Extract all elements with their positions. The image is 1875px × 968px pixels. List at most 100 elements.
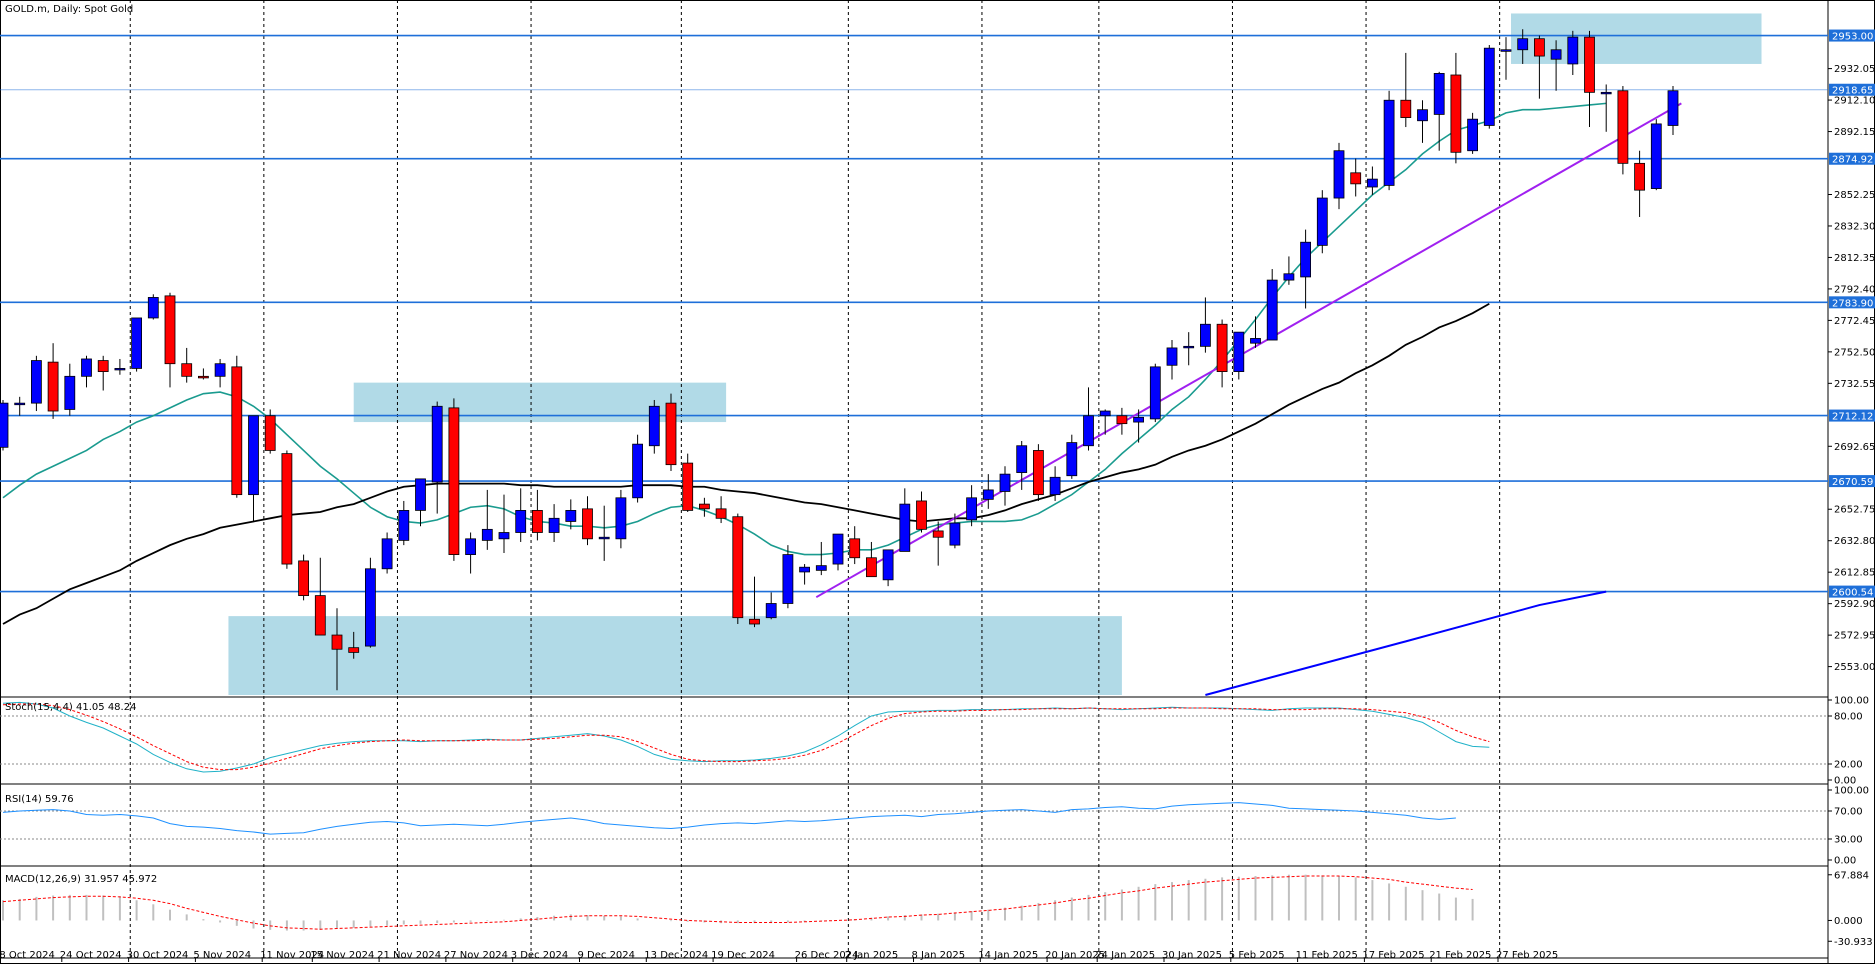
zone-rect-2: [228, 616, 1122, 695]
candle-73: [1216, 319, 1228, 388]
candle-49: [815, 541, 827, 576]
ma-slow-line: [1205, 590, 1607, 696]
price-tick-label-7: 2832.30: [1834, 221, 1875, 232]
level-tag-0: [1829, 29, 1875, 42]
level-label-0: 2953.00: [1832, 32, 1873, 43]
candle-body-64: [1066, 442, 1078, 477]
candle-body-88: [1467, 118, 1478, 152]
candle-63: [1049, 466, 1061, 501]
candle-36: [598, 505, 610, 561]
candle-body-78: [1300, 241, 1311, 278]
candle-84: [1400, 52, 1412, 128]
stoch-tick-label-3: 0.00: [1834, 776, 1856, 787]
candle-6: [97, 355, 109, 391]
candle-24: [398, 500, 410, 546]
candle-88: [1467, 112, 1478, 154]
candle-body-57: [949, 522, 961, 546]
candle-body-6: [97, 360, 109, 372]
candle-29: [481, 489, 493, 550]
time-label-3: 5 Nov 2024: [193, 950, 251, 961]
candle-body-71: [1183, 345, 1195, 349]
candle-44: [732, 513, 744, 625]
zone-rect-0: [1511, 13, 1762, 64]
time-axis-layer: 18 Oct 2024 24 Oct 2024 30 Oct 2024 5 Nov 2…: [0, 950, 1558, 962]
macd-tick-label-2: -30.933: [1834, 937, 1873, 948]
candle-42: [699, 497, 710, 517]
candle-body-27: [448, 407, 460, 555]
candle-body-1: [14, 402, 26, 406]
price-tick-label-12: 2752.50: [1834, 347, 1875, 358]
candle-body-25: [415, 478, 426, 511]
candle-9: [147, 294, 159, 320]
trendline: [815, 102, 1682, 599]
candle-11: [181, 347, 193, 383]
candle-body-18: [298, 560, 310, 597]
candle-19: [314, 557, 326, 636]
time-label-5: 15 Nov 2024: [310, 950, 374, 961]
candle-58: [966, 485, 977, 527]
candle-67: [1116, 407, 1128, 435]
candle-body-53: [882, 549, 894, 581]
candle-body-75: [1250, 338, 1261, 344]
price-tick-label-11: 2772.45: [1834, 316, 1875, 327]
candle-body-14: [231, 366, 243, 496]
price-tick-label-6: 2852.25: [1834, 190, 1875, 201]
price-tick-label-8: 2812.35: [1834, 253, 1875, 264]
candle-72: [1200, 297, 1211, 353]
candle-18: [298, 554, 310, 601]
candle-14: [231, 355, 243, 498]
candle-body-16: [264, 415, 276, 451]
candle-64: [1066, 434, 1078, 479]
candle-96: [1600, 84, 1612, 132]
candle-68: [1133, 409, 1144, 443]
time-label-11: 19 Dec 2024: [711, 950, 775, 961]
price-tick-label-3: 2912.10: [1834, 96, 1875, 107]
candle-43: [715, 496, 727, 524]
candle-body-21: [348, 647, 360, 653]
candle-92: [1534, 35, 1545, 99]
candle-body-4: [64, 375, 76, 410]
level-label-2: 2874.92: [1832, 155, 1873, 166]
price-tick-label-19: 2612.85: [1834, 568, 1875, 579]
candle-body-9: [147, 297, 159, 319]
time-label-15: 14 Jan 2025: [978, 950, 1038, 961]
candle-95: [1584, 30, 1595, 128]
zones-layer: [228, 13, 1762, 695]
candle-body-15: [248, 415, 259, 496]
candle-2: [30, 355, 42, 412]
candle-17: [281, 450, 293, 569]
candle-body-97: [1617, 90, 1629, 164]
candle-78: [1300, 229, 1311, 309]
candle-body-24: [398, 510, 410, 541]
time-label-10: 13 Dec 2024: [644, 950, 708, 961]
price-tick-label-21: 2592.90: [1834, 599, 1875, 610]
candle-body-74: [1233, 331, 1245, 372]
time-label-22: 21 Feb 2025: [1429, 950, 1491, 961]
candle-body-55: [916, 500, 927, 530]
candle-98: [1634, 150, 1645, 217]
time-label-16: 20 Jan 2025: [1045, 950, 1105, 961]
candle-39: [648, 399, 660, 454]
candle-body-17: [281, 453, 293, 565]
candle-body-58: [966, 497, 977, 521]
candle-81: [1350, 158, 1362, 197]
candle-body-43: [715, 508, 727, 519]
candle-45: [749, 576, 760, 628]
candle-10: [164, 292, 176, 388]
candle-83: [1383, 90, 1395, 191]
level-tag-1: [1829, 83, 1875, 96]
candle-body-60: [999, 473, 1011, 492]
candle-32: [532, 489, 543, 541]
candle-0: [0, 399, 9, 451]
candle-57: [949, 513, 961, 549]
candle-90: [1500, 37, 1512, 80]
candle-body-48: [799, 566, 810, 573]
candle-body-38: [632, 443, 643, 499]
candle-body-3: [47, 361, 59, 412]
time-label-21: 17 Feb 2025: [1362, 950, 1424, 961]
candle-31: [515, 488, 527, 542]
candle-body-82: [1367, 178, 1378, 188]
candle-body-76: [1266, 279, 1278, 341]
